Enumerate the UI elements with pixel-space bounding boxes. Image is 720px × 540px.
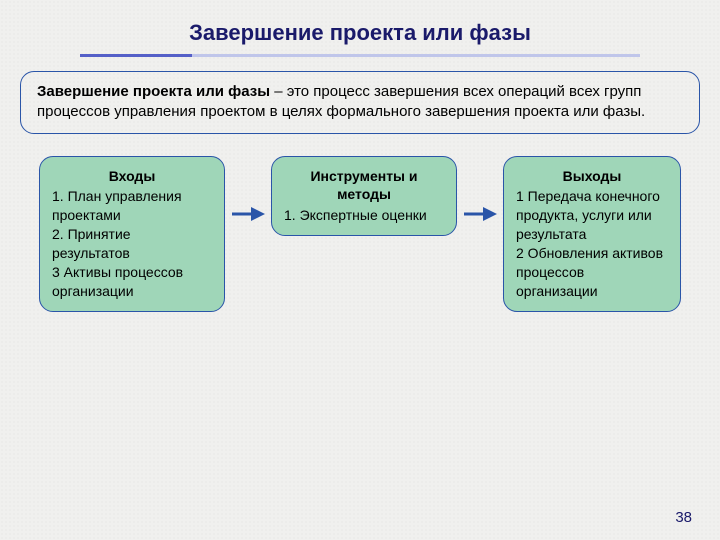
- node-tools: Инструменты и методы 1. Экспертные оценк…: [271, 156, 457, 237]
- title-underline: [80, 54, 640, 57]
- definition-box: Завершение проекта или фазы – это процес…: [20, 71, 700, 134]
- node-tools-title: Инструменты и методы: [284, 167, 444, 205]
- node-inputs-title: Входы: [52, 167, 212, 186]
- node-inputs: Входы 1. План управления проектами 2. Пр…: [39, 156, 225, 312]
- arrow-2: [463, 174, 497, 254]
- arrow-1: [231, 174, 265, 254]
- node-inputs-body: 1. План управления проектами 2. Принятие…: [52, 187, 212, 300]
- arrow-right-icon: [463, 206, 497, 222]
- node-outputs-title: Выходы: [516, 167, 668, 186]
- page-title: Завершение проекта или фазы: [0, 0, 720, 54]
- definition-lead: Завершение проекта или фазы: [37, 83, 270, 100]
- node-tools-body: 1. Экспертные оценки: [284, 206, 444, 225]
- arrow-right-icon: [231, 206, 265, 222]
- node-outputs-body: 1 Передача конечного продукта, услуги ил…: [516, 187, 668, 300]
- page-number: 38: [675, 509, 692, 526]
- flow-diagram: Входы 1. План управления проектами 2. Пр…: [0, 156, 720, 312]
- node-outputs: Выходы 1 Передача конечного продукта, ус…: [503, 156, 681, 312]
